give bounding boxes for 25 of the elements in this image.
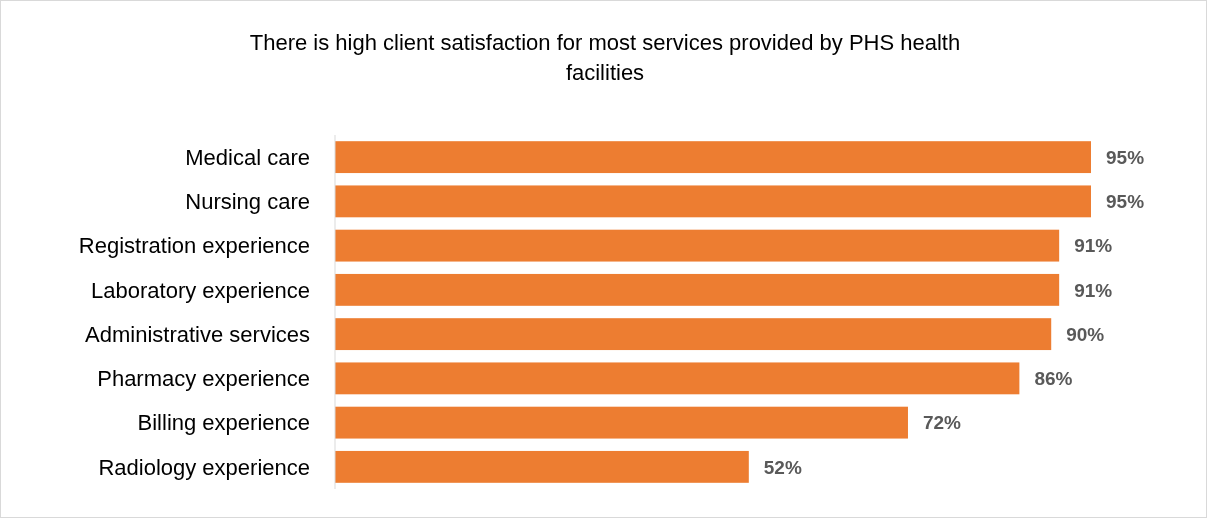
chart-title: There is high client satisfaction for most services provided by PHS health facilities <box>249 30 961 85</box>
data-label: 86% <box>1034 368 1073 390</box>
bar <box>335 450 749 483</box>
y-tick-label: Nursing care <box>185 189 310 215</box>
bar <box>335 362 1020 395</box>
y-tick-label: Billing experience <box>137 410 310 436</box>
bar <box>335 229 1060 262</box>
data-label: 95% <box>1106 191 1145 213</box>
data-label: 95% <box>1106 146 1145 168</box>
y-tick-label: Pharmacy experience <box>97 366 310 392</box>
y-tick-label: Radiology experience <box>98 454 310 480</box>
bar <box>335 185 1091 218</box>
y-tick-label: Administrative services <box>85 321 310 347</box>
bar <box>335 406 908 439</box>
bar <box>335 273 1060 306</box>
data-label: 90% <box>1066 323 1105 345</box>
data-label: 91% <box>1074 279 1113 301</box>
y-tick-label: Registration experience <box>78 233 310 259</box>
data-label: 52% <box>763 456 802 478</box>
y-tick-label: Laboratory experience <box>91 277 310 303</box>
y-tick-label: Medical care <box>185 144 310 170</box>
bar <box>335 141 1091 174</box>
bar <box>335 318 1052 351</box>
data-label: 72% <box>922 412 962 434</box>
data-label: 91% <box>1074 235 1113 257</box>
